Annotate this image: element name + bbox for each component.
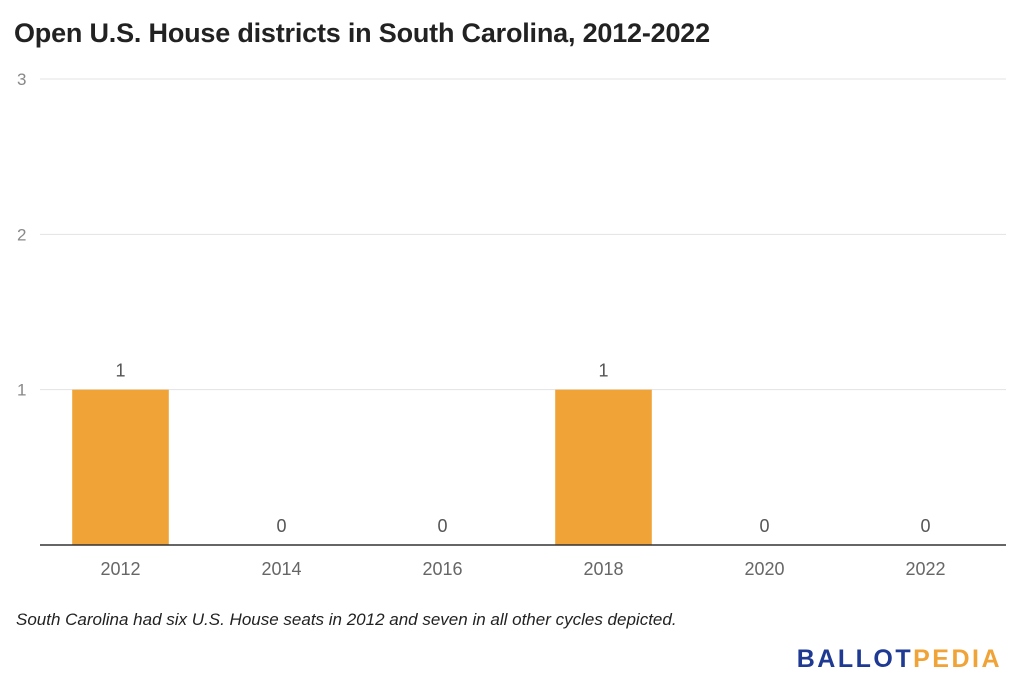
x-tick-label: 2012	[100, 559, 140, 579]
x-axis-ticks: 2012 2014 2016 2018 2020 2022	[100, 559, 945, 579]
chart-footnote: South Carolina had six U.S. House seats …	[16, 610, 677, 629]
y-axis-ticks: 1 2 3	[17, 70, 26, 400]
x-tick-label: 2022	[905, 559, 945, 579]
x-tick-label: 2016	[422, 559, 462, 579]
data-label: 1	[115, 361, 125, 381]
x-tick-label: 2018	[583, 559, 623, 579]
data-label: 1	[598, 361, 608, 381]
y-tick-label: 1	[17, 381, 26, 400]
bar	[72, 389, 169, 545]
logo-part-pedia: PEDIA	[913, 645, 1002, 673]
chart-title: Open U.S. House districts in South Carol…	[14, 18, 710, 48]
x-tick-label: 2014	[261, 559, 301, 579]
bars	[72, 389, 652, 545]
x-tick-label: 2020	[744, 559, 784, 579]
logo-part-ballot: BALLOT	[796, 645, 914, 673]
data-labels: 1 0 0 1 0 0	[115, 361, 930, 536]
data-label: 0	[437, 516, 447, 536]
y-tick-label: 3	[17, 70, 26, 89]
data-label: 0	[276, 516, 286, 536]
data-label: 0	[920, 516, 930, 536]
data-label: 0	[759, 516, 769, 536]
y-tick-label: 2	[17, 225, 26, 244]
gridlines	[40, 78, 1006, 391]
ballotpedia-logo: BALLOTPEDIA	[797, 645, 1002, 674]
bar	[555, 389, 652, 545]
